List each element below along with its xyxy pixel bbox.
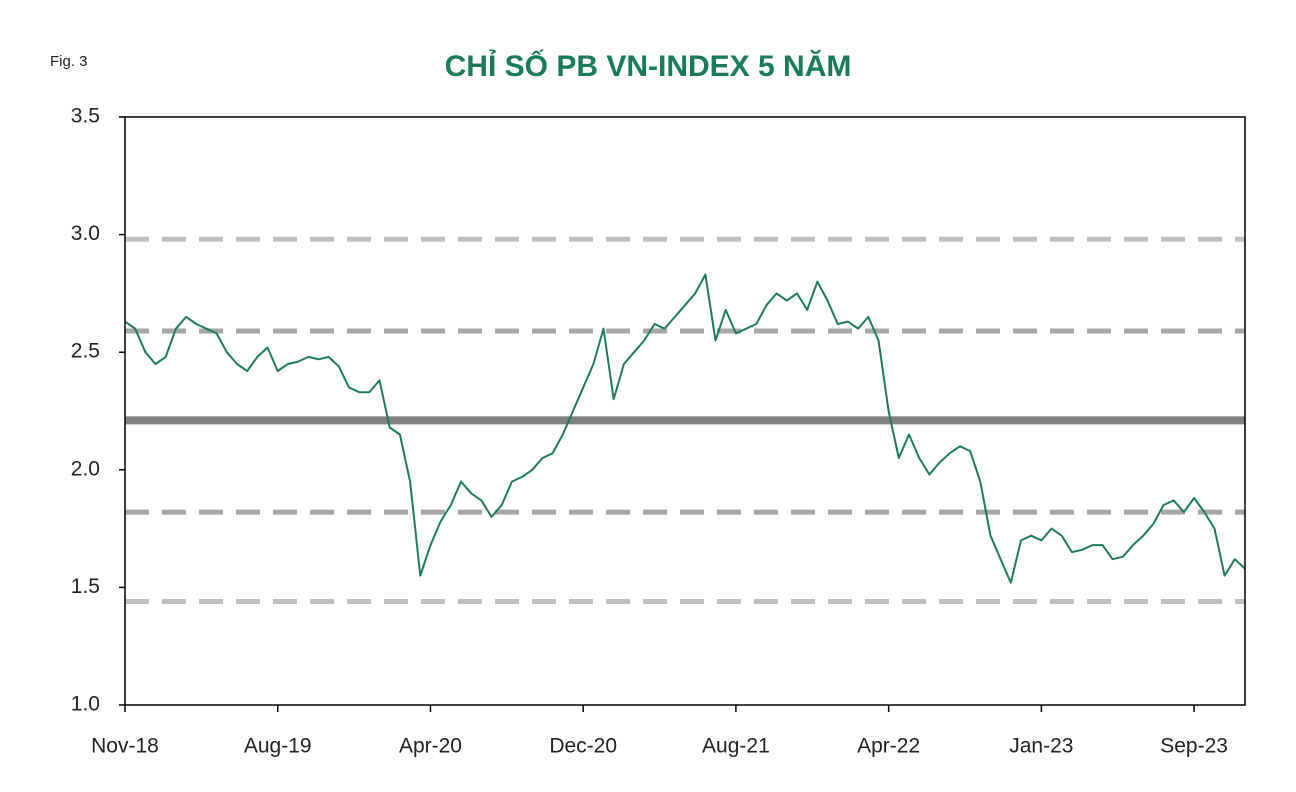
x-tick-label: Dec-20 [549, 735, 617, 758]
y-tick-label: 2.0 [71, 457, 100, 480]
x-tick-label: Apr-20 [399, 735, 462, 758]
plot-border [124, 116, 1246, 706]
x-tick-label: Aug-21 [702, 735, 770, 758]
x-tick-label: Jan-23 [1009, 735, 1073, 758]
x-tick-label: Apr-22 [857, 735, 920, 758]
x-tick-label: Nov-18 [91, 735, 159, 758]
y-tick-label: 1.0 [71, 693, 100, 716]
line-series [124, 273, 1246, 584]
y-tick-label: 1.5 [71, 575, 100, 598]
chart-title: CHỈ SỐ PB VN-INDEX 5 NĂM [445, 49, 852, 83]
y-tick-label: 3.0 [71, 222, 100, 245]
figure-label: Fig. 3 [50, 53, 88, 70]
y-tick-label: 2.5 [71, 340, 100, 363]
x-tick-label: Sep-23 [1160, 735, 1228, 758]
y-tick-label: 3.5 [71, 105, 100, 128]
x-tick-label: Aug-19 [244, 735, 312, 758]
